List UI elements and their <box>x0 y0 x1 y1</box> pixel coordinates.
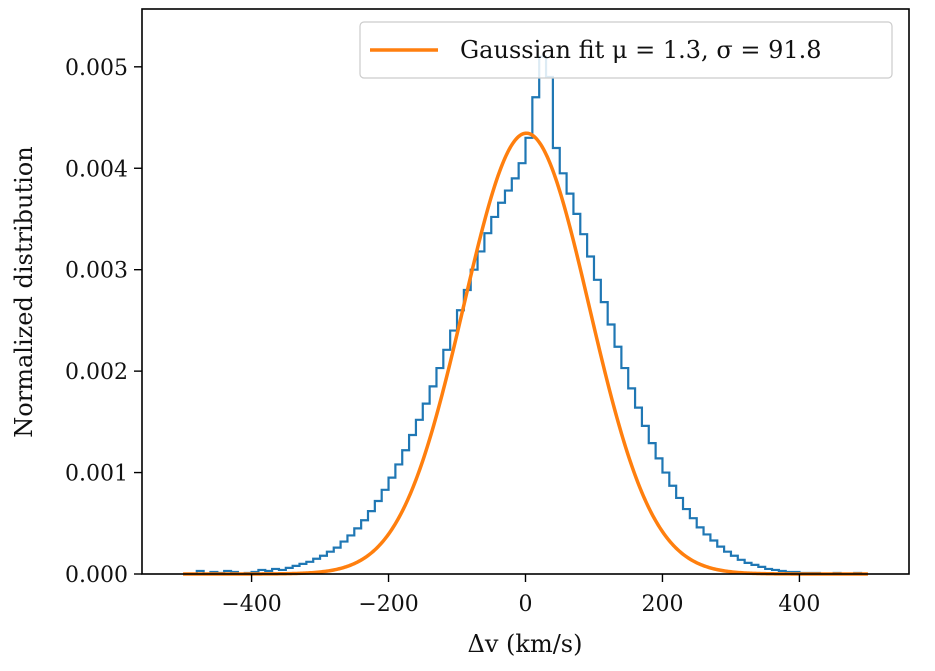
histogram-bars <box>183 55 868 576</box>
histogram-layer <box>183 55 868 576</box>
y-tick-label: 0.000 <box>65 563 128 588</box>
x-tick-label: 200 <box>641 592 683 617</box>
legend-label: Gaussian fit μ = 1.3, σ = 91.8 <box>460 36 822 64</box>
plot-area <box>142 9 909 574</box>
x-tick-label: 0 <box>519 592 533 617</box>
y-axis-ticks: 0.000 0.001 0.002 0.003 0.004 0.005 <box>65 56 142 588</box>
x-tick-label: 400 <box>778 592 820 617</box>
y-tick-label: 0.001 <box>65 462 128 487</box>
x-tick-label: −400 <box>221 592 281 617</box>
y-tick-label: 0.005 <box>65 56 128 81</box>
y-axis-label: Normalized distribution <box>10 146 38 437</box>
y-tick-label: 0.003 <box>65 259 128 284</box>
legend-box <box>359 21 893 79</box>
x-tick-label: −200 <box>358 592 418 617</box>
legend: Gaussian fit μ = 1.3, σ = 91.8 <box>359 21 893 79</box>
x-axis-label: Δv (km/s) <box>468 630 583 658</box>
x-axis-ticks: −400 −200 0 200 400 <box>221 574 820 617</box>
y-tick-label: 0.004 <box>65 157 128 182</box>
y-tick-label: 0.002 <box>65 360 128 385</box>
